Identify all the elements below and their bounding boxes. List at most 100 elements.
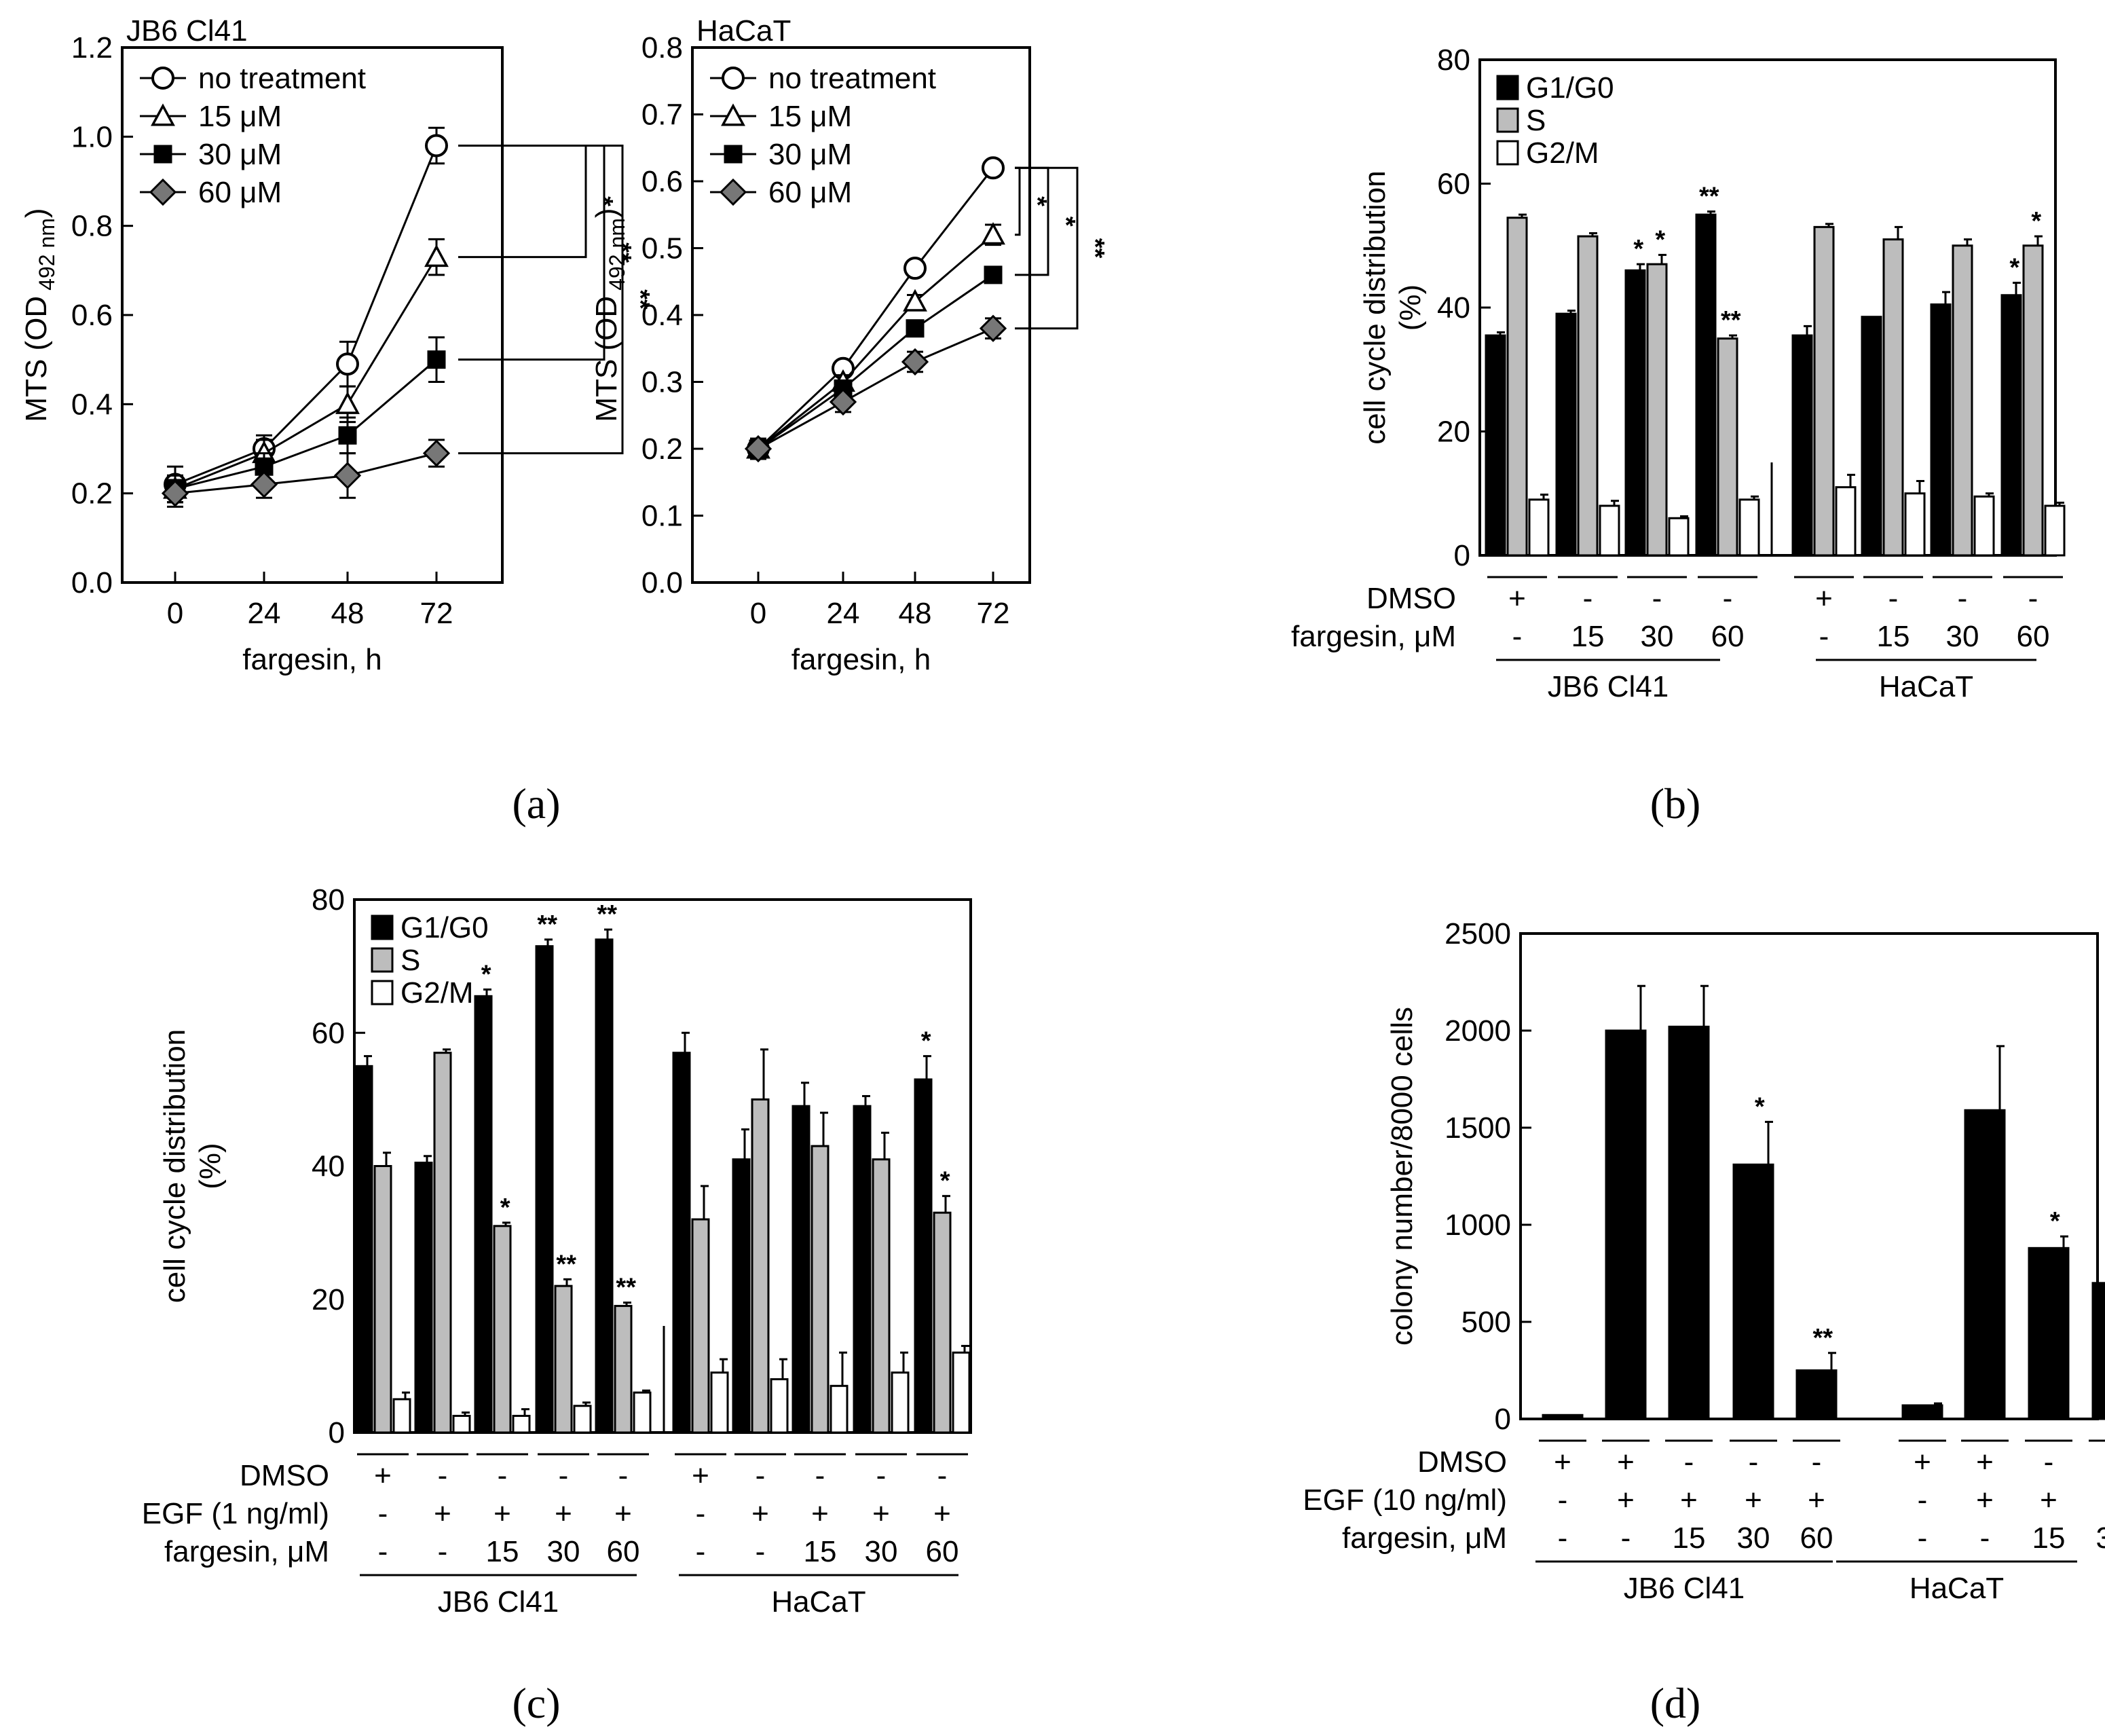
bar <box>1791 334 1813 557</box>
bar <box>933 1211 952 1434</box>
condition-cell: + <box>1976 1445 1994 1479</box>
bar <box>1668 1025 1710 1420</box>
condition-cell: - <box>438 1535 448 1568</box>
y-tick-label: 40 <box>1437 291 1470 325</box>
y-tick-label: 0.4 <box>71 388 113 421</box>
legend-label: 30 μM <box>768 138 852 171</box>
bar <box>1930 303 1952 557</box>
series-colony-number: ******** <box>1542 984 2105 1420</box>
significance-bracket <box>1015 166 1079 330</box>
condition-cell: + <box>751 1497 769 1530</box>
condition-cell: - <box>1558 1483 1568 1517</box>
condition-cell: - <box>1749 1445 1759 1479</box>
panel-b-label: (b) <box>1650 779 1701 828</box>
bar <box>891 1371 910 1434</box>
y-tick-label: 1500 <box>1445 1111 1511 1145</box>
condition-cell: - <box>876 1459 887 1492</box>
series-line <box>174 256 438 490</box>
series-g2-m <box>392 1344 971 1434</box>
group-label: JB6 Cl41 <box>438 1585 559 1619</box>
bar <box>554 1285 573 1434</box>
y-axis-label-sub: 492 nm <box>605 218 629 291</box>
group-label: HaCaT <box>771 1585 865 1619</box>
y-tick-label: 0.5 <box>641 232 683 265</box>
significance-star: ** <box>1081 238 1109 259</box>
legend-marker <box>151 103 175 126</box>
bar <box>512 1414 531 1434</box>
bar <box>354 1065 373 1434</box>
group-label: JB6 Cl41 <box>1548 670 1669 703</box>
significance-star: * <box>921 1027 931 1056</box>
y-tick-label: 80 <box>312 883 345 917</box>
x-tick-label: 24 <box>827 597 860 630</box>
data-point <box>335 391 360 414</box>
series-line <box>174 145 438 485</box>
legend-label: 60 μM <box>198 176 282 209</box>
condition-cell: - <box>937 1459 948 1492</box>
series-s: **** <box>1506 207 2044 557</box>
y-axis-label: MTS (OD 492 nm) <box>590 208 629 422</box>
x-axis-label: fargesin, h <box>242 643 381 676</box>
legend-swatch <box>371 947 394 973</box>
bar <box>710 1371 729 1434</box>
significance-star: * <box>1051 217 1080 227</box>
condition-cell: + <box>1808 1483 1825 1517</box>
bar <box>1861 316 1882 557</box>
y-axis-label-unit: (%) <box>193 1143 227 1189</box>
condition-cell: 30 <box>547 1535 580 1568</box>
significance-star: * <box>2009 254 2019 282</box>
legend-marker <box>724 145 743 164</box>
series-line <box>174 358 437 490</box>
bar <box>1835 486 1857 557</box>
bar <box>1717 337 1738 557</box>
y-tick-label: 0.6 <box>71 299 113 332</box>
y-tick-label: 0.3 <box>641 366 683 399</box>
significance-star: * <box>940 1167 950 1196</box>
significance-star: ** <box>1699 183 1719 211</box>
row-label: DMSO <box>1366 582 1456 615</box>
condition-cell: - <box>1980 1521 1990 1555</box>
legend-label: S <box>400 944 420 977</box>
condition-cell: + <box>872 1497 890 1530</box>
chart-title: JB6 Cl41 <box>126 14 248 48</box>
row-label: DMSO <box>1417 1445 1507 1479</box>
data-point <box>984 265 1003 284</box>
bar <box>1964 1109 2006 1420</box>
bar <box>1555 312 1577 557</box>
x-tick-label: 48 <box>899 597 932 630</box>
legend-marker <box>153 145 172 164</box>
condition-cell: 60 <box>926 1535 959 1568</box>
y-tick-label: 0 <box>329 1416 345 1449</box>
condition-cell: + <box>1554 1445 1571 1479</box>
legend-marker <box>721 103 745 126</box>
condition-cell: 30 <box>865 1535 898 1568</box>
condition-cell: - <box>438 1459 448 1492</box>
bar <box>751 1098 770 1434</box>
row-label: fargesin, μM <box>1342 1521 1507 1555</box>
legend-swatch <box>371 980 394 1005</box>
data-point <box>981 222 1005 245</box>
condition-cell: 15 <box>1673 1521 1706 1555</box>
y-axis-label-close: ) <box>20 208 53 218</box>
bar <box>1528 498 1550 557</box>
bar <box>614 1305 633 1434</box>
y-axis-label-unit: (%) <box>1394 284 1427 331</box>
condition-cell: - <box>1812 1445 1822 1479</box>
bar <box>853 1105 872 1434</box>
bar <box>1542 1414 1584 1420</box>
bar <box>1732 1163 1774 1420</box>
data-point <box>422 439 451 467</box>
legend-swatch <box>371 915 394 940</box>
plot-frame <box>691 46 1031 584</box>
series-15-m <box>163 238 449 504</box>
bar <box>2091 1282 2105 1420</box>
legend-label: 15 μM <box>198 100 282 133</box>
group-label: HaCaT <box>1910 1572 2004 1605</box>
legend-swatch <box>1496 107 1519 133</box>
condition-cell: - <box>1558 1521 1568 1555</box>
panel-d-label: (d) <box>1650 1679 1701 1727</box>
x-tick-label: 72 <box>977 597 1010 630</box>
condition-cell: 15 <box>804 1535 837 1568</box>
bar <box>732 1158 751 1434</box>
condition-cell: 60 <box>2017 620 2050 653</box>
